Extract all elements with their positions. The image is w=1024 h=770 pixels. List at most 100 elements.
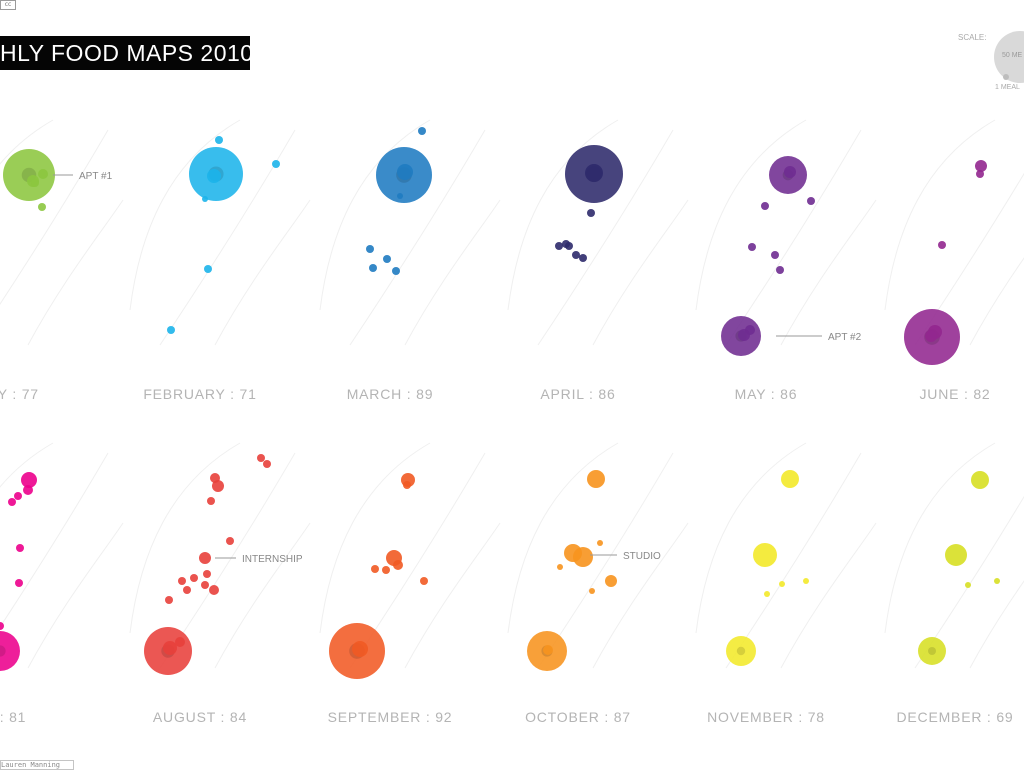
meal-point <box>263 460 271 468</box>
meal-cluster <box>726 636 756 666</box>
meal-point <box>403 481 411 489</box>
month-label: JUNE : 82 <box>920 386 991 402</box>
map-outline-path <box>592 522 689 669</box>
map-outline-path <box>914 495 1024 669</box>
meal-point <box>585 164 603 182</box>
meal-point <box>383 255 391 263</box>
meal-point <box>572 251 580 259</box>
meal-point <box>31 179 39 187</box>
month-map-march: MARCH : 89 <box>347 127 432 402</box>
meal-point <box>23 485 33 495</box>
scale-small-circle <box>1003 74 1009 80</box>
month-label: AUGUST : 84 <box>153 709 247 725</box>
annotation-label: STUDIO <box>623 551 661 562</box>
month-map-may: APT #2 MAY : 86 <box>721 156 862 402</box>
meal-point <box>573 547 593 567</box>
map-outline <box>0 119 124 346</box>
map-outline-path <box>214 199 311 346</box>
meal-point <box>38 169 48 179</box>
annotation-label: APT #1 <box>79 171 113 182</box>
meal-point <box>975 160 987 172</box>
month-map-november: NOVEMBER : 78 <box>707 470 824 725</box>
meal-point <box>204 265 212 273</box>
meal-point <box>14 492 22 500</box>
meal-point <box>965 582 971 588</box>
meal-point <box>209 585 219 595</box>
meal-point <box>21 472 37 488</box>
meal-point <box>382 566 390 574</box>
meal-point <box>945 544 967 566</box>
meal-point <box>589 588 595 594</box>
meal-point <box>0 622 4 630</box>
meal-point <box>207 169 221 183</box>
map-outline-path <box>780 199 877 346</box>
month-map-december: DECEMBER : 69 <box>897 471 1014 725</box>
meal-point <box>371 565 379 573</box>
map-outline-path <box>27 199 124 346</box>
meal-point <box>183 586 191 594</box>
meal-point <box>272 160 280 168</box>
month-label: DECEMBER : 69 <box>897 709 1014 725</box>
meal-point <box>163 641 177 655</box>
month-map-june: JUNE : 82 <box>904 160 991 402</box>
map-outline-path <box>695 442 807 634</box>
map-outline <box>507 119 689 346</box>
meal-point <box>190 574 198 582</box>
meal-point <box>201 581 209 589</box>
month-map-month-7: : 81 <box>0 472 37 725</box>
meal-point <box>579 254 587 262</box>
meal-point <box>587 209 595 217</box>
meal-point <box>807 197 815 205</box>
map-outline-path <box>507 442 619 634</box>
meal-point <box>418 127 426 135</box>
month-map-october: STUDIO OCTOBER : 87 <box>525 470 661 725</box>
meal-point <box>976 170 984 178</box>
map-outline-path <box>129 119 241 311</box>
meal-point <box>257 454 265 462</box>
meal-point <box>938 241 946 249</box>
map-outline-path <box>404 522 501 669</box>
map-outline-path <box>349 129 486 346</box>
meal-point <box>771 251 779 259</box>
month-map-april: APRIL : 86 <box>540 145 623 402</box>
map-outline-path <box>0 452 109 628</box>
map-outline-path <box>780 522 877 669</box>
map-outline-path <box>695 119 807 311</box>
meal-point <box>397 164 413 180</box>
meal-point <box>16 544 24 552</box>
scale-label: SCALE: <box>958 33 987 42</box>
meal-point <box>779 581 785 587</box>
map-outline-path <box>537 129 674 346</box>
meal-point <box>369 264 377 272</box>
month-label: FEBRUARY : 71 <box>143 386 256 402</box>
meal-point <box>597 540 603 546</box>
meal-point <box>565 242 573 250</box>
meal-point <box>8 498 16 506</box>
meal-point <box>925 330 937 342</box>
month-label: OCTOBER : 87 <box>525 709 631 725</box>
map-outline-path <box>592 199 689 346</box>
meal-point <box>753 543 777 567</box>
meal-point <box>543 645 553 655</box>
map-outline-path <box>0 129 109 305</box>
meal-point <box>38 203 46 211</box>
map-outline-path <box>319 119 431 311</box>
meal-point <box>226 537 234 545</box>
map-outline <box>319 119 501 346</box>
meal-point <box>15 579 23 587</box>
meal-point <box>748 243 756 251</box>
meal-point <box>366 245 374 253</box>
month-label: : 81 <box>0 709 26 725</box>
map-outline-path <box>319 442 431 634</box>
meal-point <box>745 325 755 335</box>
meal-point <box>971 471 989 489</box>
month-map-september: SEPTEMBER : 92 <box>328 473 452 725</box>
meal-cluster <box>3 149 55 201</box>
meal-point <box>178 577 186 585</box>
meal-point <box>167 326 175 334</box>
cc-license-badge: cc <box>0 0 16 10</box>
annotation-label: APT #2 <box>828 332 862 343</box>
chart-title: HLY FOOD MAPS 2010 <box>0 40 250 66</box>
meal-point <box>555 242 563 250</box>
meal-point <box>605 575 617 587</box>
